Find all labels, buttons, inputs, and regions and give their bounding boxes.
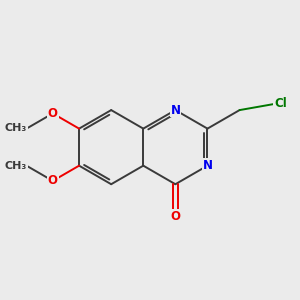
Text: O: O [48, 107, 58, 120]
Text: O: O [170, 210, 180, 223]
Text: CH₃: CH₃ [5, 123, 27, 133]
Text: Cl: Cl [274, 98, 287, 110]
Text: N: N [202, 159, 212, 172]
Text: N: N [170, 103, 180, 117]
Text: CH₃: CH₃ [5, 161, 27, 171]
Text: O: O [48, 174, 58, 188]
